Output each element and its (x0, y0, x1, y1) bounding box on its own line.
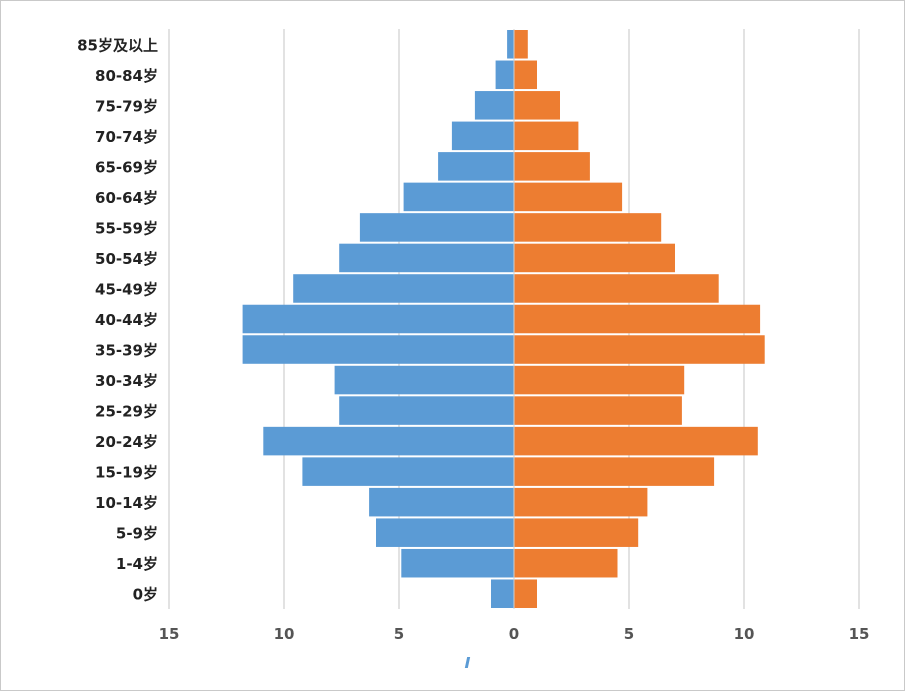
bar-left-17 (495, 60, 514, 90)
category-label-15: 70-74岁 (95, 128, 158, 146)
bar-right-0 (514, 579, 537, 608)
category-label-6: 25-29岁 (95, 403, 158, 421)
bar-right-6 (514, 396, 682, 425)
bar-left-13 (403, 182, 514, 212)
category-label-14: 65-69岁 (95, 158, 158, 176)
right-series-bars (514, 30, 765, 608)
bar-left-14 (438, 152, 514, 181)
bar-right-9 (514, 304, 761, 334)
bar-left-8 (242, 335, 514, 364)
bar-left-9 (242, 304, 514, 334)
bar-left-4 (302, 457, 514, 486)
bar-right-7 (514, 365, 685, 395)
category-label-13: 60-64岁 (95, 189, 158, 207)
category-label-0: 0岁 (133, 586, 158, 604)
bar-right-14 (514, 152, 590, 181)
x-tick-label-6: 15 (849, 625, 870, 643)
category-label-17: 80-84岁 (95, 67, 158, 85)
category-label-2: 5-9岁 (116, 525, 158, 543)
x-tick-label-0: 15 (159, 625, 180, 643)
bar-left-0 (491, 579, 514, 608)
x-tick-label-4: 5 (624, 625, 634, 643)
bar-right-15 (514, 121, 579, 151)
bar-left-11 (339, 243, 514, 273)
bar-left-18 (507, 30, 514, 59)
bar-right-17 (514, 60, 537, 90)
bar-right-10 (514, 274, 719, 303)
category-label-12: 55-59岁 (95, 219, 158, 237)
bar-left-6 (339, 396, 514, 425)
bar-left-7 (334, 365, 514, 395)
bar-left-3 (369, 487, 514, 517)
category-labels: 0岁 1-4岁 5-9岁 10-14岁 15-19岁 20-24岁 25-29岁 30-34岁… (77, 36, 158, 603)
bar-right-1 (514, 548, 618, 578)
category-label-9: 40-44岁 (95, 311, 158, 329)
category-label-16: 75-79岁 (95, 97, 158, 115)
bar-left-12 (359, 213, 514, 242)
bar-right-16 (514, 91, 560, 120)
x-tick-label-3: 0 (509, 625, 519, 643)
x-tick-label-1: 10 (274, 625, 295, 643)
bar-left-5 (263, 426, 514, 456)
category-label-7: 30-34岁 (95, 372, 158, 390)
category-label-1: 1-4岁 (116, 555, 158, 573)
bar-right-3 (514, 487, 648, 517)
category-label-8: 35-39岁 (95, 342, 158, 360)
category-label-11: 50-54岁 (95, 250, 158, 268)
bar-left-15 (451, 121, 514, 151)
x-tick-label-2: 5 (394, 625, 404, 643)
category-label-3: 10-14岁 (95, 494, 158, 512)
category-label-4: 15-19岁 (95, 464, 158, 482)
bar-left-2 (376, 518, 514, 547)
x-tick-label-5: 10 (734, 625, 755, 643)
bar-right-4 (514, 457, 715, 486)
bar-right-8 (514, 335, 765, 364)
bar-right-18 (514, 30, 528, 59)
bar-left-10 (293, 274, 514, 303)
left-series-bars (242, 30, 514, 608)
bar-left-1 (401, 548, 514, 578)
bar-right-11 (514, 243, 675, 273)
category-label-18: 85岁及以上 (77, 36, 158, 54)
category-label-5: 20-24岁 (95, 433, 158, 451)
bar-right-5 (514, 426, 758, 456)
bar-left-16 (474, 91, 514, 120)
category-label-10: 45-49岁 (95, 280, 158, 298)
bar-right-12 (514, 213, 662, 242)
x-tick-labels: 15 10 5 0 5 10 15 (159, 625, 870, 643)
bar-right-13 (514, 182, 623, 212)
bar-right-2 (514, 518, 639, 547)
